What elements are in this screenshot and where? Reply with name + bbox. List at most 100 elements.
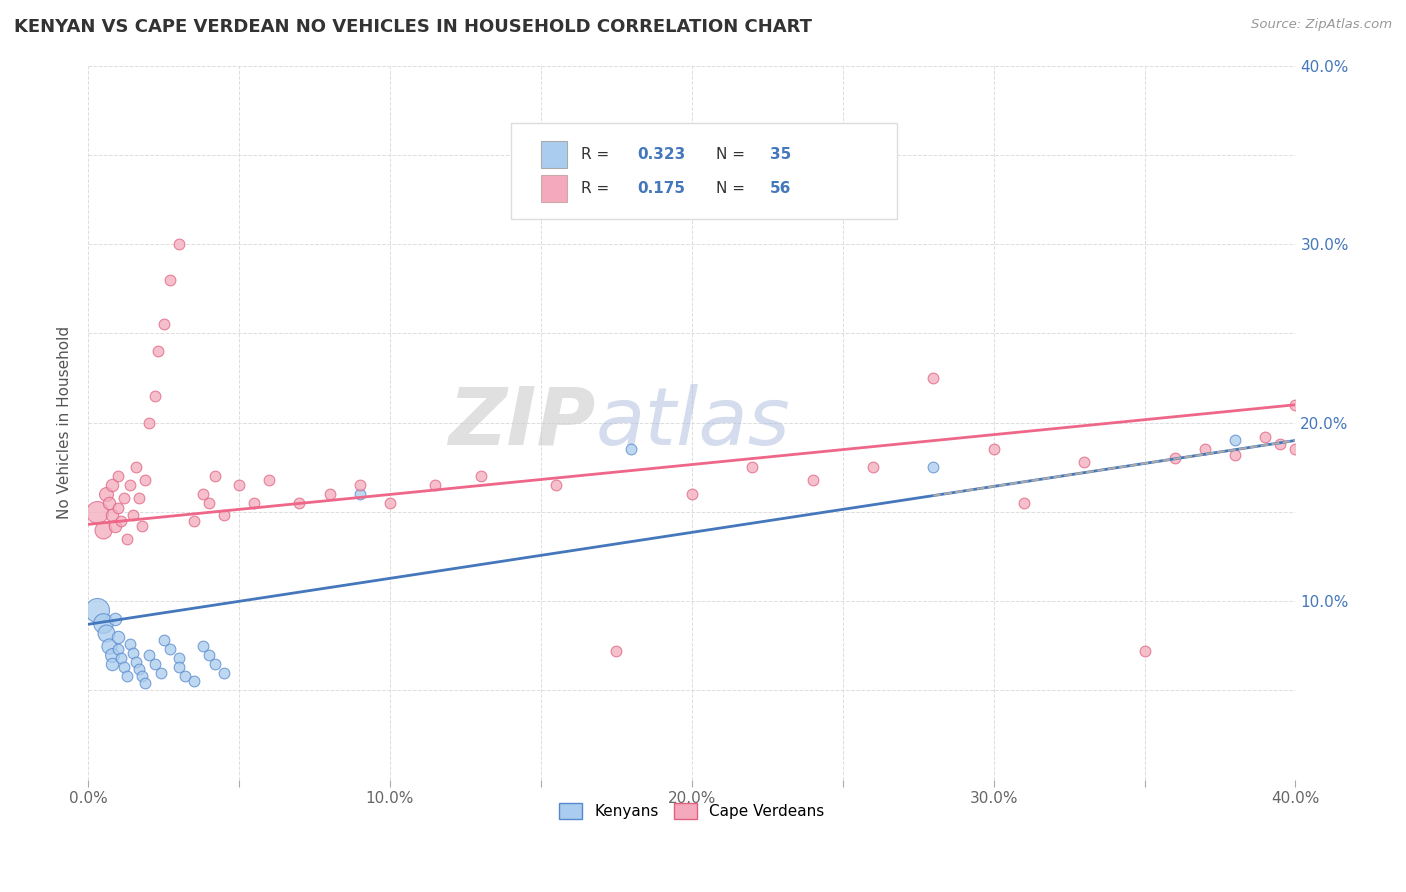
Point bbox=[801, 473, 824, 487]
Point bbox=[544, 478, 567, 492]
Point bbox=[112, 660, 135, 674]
Point bbox=[117, 669, 139, 683]
Point bbox=[681, 487, 703, 501]
Text: R =: R = bbox=[581, 181, 614, 196]
Point bbox=[212, 508, 235, 523]
Text: 35: 35 bbox=[770, 147, 792, 162]
Point bbox=[107, 642, 129, 657]
Point bbox=[86, 603, 108, 617]
Point bbox=[98, 639, 121, 653]
Point bbox=[922, 371, 945, 385]
Point bbox=[318, 487, 340, 501]
Point bbox=[167, 237, 190, 252]
Text: atlas: atlas bbox=[595, 384, 790, 461]
Point bbox=[862, 460, 884, 475]
Point bbox=[620, 442, 643, 457]
Point bbox=[173, 669, 195, 683]
Point bbox=[1073, 455, 1095, 469]
Text: Source: ZipAtlas.com: Source: ZipAtlas.com bbox=[1251, 18, 1392, 31]
Point bbox=[983, 442, 1005, 457]
Point bbox=[1133, 644, 1156, 658]
Point bbox=[378, 496, 401, 510]
Point bbox=[1223, 448, 1246, 462]
Point bbox=[131, 519, 153, 533]
Point bbox=[117, 532, 139, 546]
Text: ZIP: ZIP bbox=[449, 384, 595, 461]
Point bbox=[1270, 437, 1292, 451]
Text: N =: N = bbox=[716, 147, 749, 162]
Point bbox=[96, 626, 118, 640]
Point bbox=[191, 639, 214, 653]
Point bbox=[167, 651, 190, 665]
Point bbox=[122, 646, 145, 660]
Y-axis label: No Vehicles in Household: No Vehicles in Household bbox=[58, 326, 72, 519]
Point bbox=[101, 508, 124, 523]
Point bbox=[349, 487, 371, 501]
Point bbox=[125, 655, 148, 669]
Point bbox=[120, 478, 142, 492]
Point bbox=[191, 487, 214, 501]
Point bbox=[110, 651, 132, 665]
Point bbox=[922, 460, 945, 475]
Point bbox=[349, 478, 371, 492]
Point bbox=[107, 630, 129, 644]
Point bbox=[128, 662, 150, 676]
Point bbox=[134, 473, 156, 487]
Point bbox=[204, 469, 226, 483]
Point bbox=[257, 473, 280, 487]
Text: R =: R = bbox=[581, 147, 614, 162]
Point bbox=[125, 460, 148, 475]
Point bbox=[741, 460, 763, 475]
Text: KENYAN VS CAPE VERDEAN NO VEHICLES IN HOUSEHOLD CORRELATION CHART: KENYAN VS CAPE VERDEAN NO VEHICLES IN HO… bbox=[14, 18, 813, 36]
Point bbox=[131, 669, 153, 683]
Point bbox=[198, 496, 221, 510]
Point bbox=[96, 487, 118, 501]
Point bbox=[112, 491, 135, 505]
Text: 0.323: 0.323 bbox=[637, 147, 686, 162]
Point bbox=[86, 505, 108, 519]
Point bbox=[101, 478, 124, 492]
Point bbox=[1164, 451, 1187, 466]
Point bbox=[183, 674, 205, 689]
Point bbox=[1284, 398, 1306, 412]
Point bbox=[1012, 496, 1035, 510]
Point bbox=[134, 676, 156, 690]
Point bbox=[143, 389, 166, 403]
Point bbox=[104, 612, 127, 626]
Point bbox=[110, 514, 132, 528]
Point bbox=[122, 508, 145, 523]
Point bbox=[152, 633, 174, 648]
Point bbox=[143, 657, 166, 671]
Point bbox=[98, 496, 121, 510]
Point bbox=[605, 644, 627, 658]
Point bbox=[183, 514, 205, 528]
Point bbox=[198, 648, 221, 662]
Point bbox=[138, 648, 160, 662]
FancyBboxPatch shape bbox=[510, 123, 897, 219]
Point bbox=[149, 665, 172, 680]
Point bbox=[425, 478, 447, 492]
Point bbox=[101, 657, 124, 671]
Text: 56: 56 bbox=[770, 181, 792, 196]
Text: 0.175: 0.175 bbox=[637, 181, 686, 196]
Point bbox=[1223, 434, 1246, 448]
Point bbox=[91, 523, 114, 537]
Point bbox=[107, 501, 129, 516]
Point bbox=[91, 615, 114, 630]
FancyBboxPatch shape bbox=[541, 175, 568, 202]
Point bbox=[212, 665, 235, 680]
Point bbox=[146, 344, 169, 359]
Point bbox=[152, 318, 174, 332]
Point bbox=[159, 642, 181, 657]
Point bbox=[128, 491, 150, 505]
FancyBboxPatch shape bbox=[541, 141, 568, 169]
Point bbox=[167, 660, 190, 674]
Point bbox=[120, 637, 142, 651]
Point bbox=[470, 469, 492, 483]
Point bbox=[107, 469, 129, 483]
Point bbox=[228, 478, 250, 492]
Point bbox=[138, 416, 160, 430]
Point bbox=[1254, 430, 1277, 444]
Point bbox=[1284, 442, 1306, 457]
Point bbox=[1194, 442, 1216, 457]
